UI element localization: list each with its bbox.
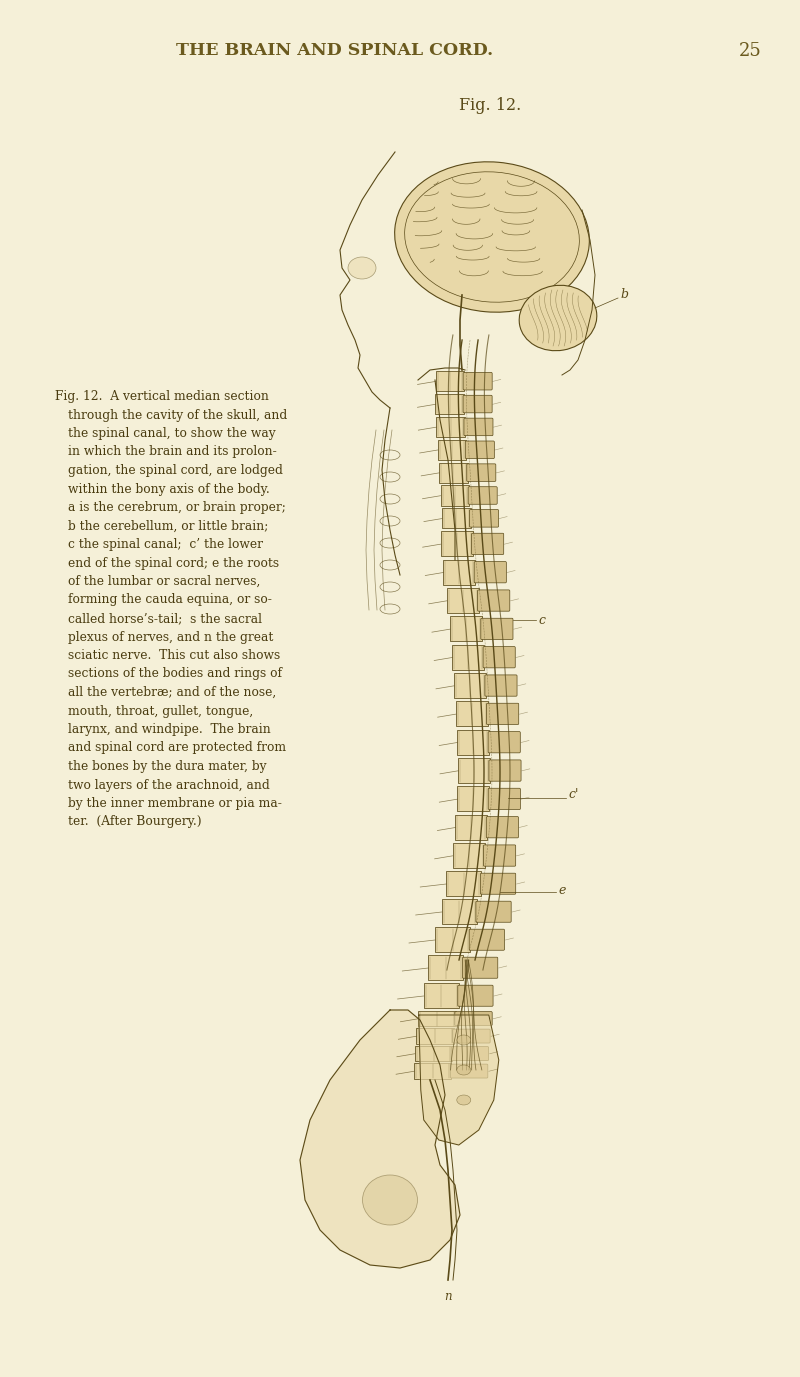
Text: c': c' bbox=[568, 789, 578, 801]
Bar bbox=[454, 673, 486, 698]
Text: sections of the bodies and rings of: sections of the bodies and rings of bbox=[68, 668, 282, 680]
Text: within the bony axis of the body.: within the bony axis of the body. bbox=[68, 482, 270, 496]
Text: in which the brain and its prolon-: in which the brain and its prolon- bbox=[68, 446, 277, 459]
Bar bbox=[423, 983, 458, 1008]
Text: the spinal canal, to show the way: the spinal canal, to show the way bbox=[68, 427, 276, 441]
Text: b the cerebellum, or little brain;: b the cerebellum, or little brain; bbox=[68, 519, 268, 533]
Text: ter.  (After Bourgery.): ter. (After Bourgery.) bbox=[68, 815, 202, 829]
Text: larynx, and windpipe.  The brain: larynx, and windpipe. The brain bbox=[68, 723, 270, 735]
Bar bbox=[438, 439, 466, 460]
Bar bbox=[428, 956, 463, 980]
FancyBboxPatch shape bbox=[451, 1047, 489, 1060]
Text: forming the cauda equina, or so-: forming the cauda equina, or so- bbox=[68, 593, 272, 606]
Bar bbox=[458, 730, 489, 755]
Text: c: c bbox=[538, 614, 545, 627]
FancyBboxPatch shape bbox=[466, 441, 494, 459]
FancyBboxPatch shape bbox=[474, 562, 506, 582]
Bar bbox=[415, 1047, 452, 1062]
Bar bbox=[439, 463, 468, 483]
Ellipse shape bbox=[457, 1064, 470, 1075]
Text: through the cavity of the skull, and: through the cavity of the skull, and bbox=[68, 409, 287, 421]
Text: of the lumbar or sacral nerves,: of the lumbar or sacral nerves, bbox=[68, 576, 260, 588]
FancyBboxPatch shape bbox=[483, 845, 516, 866]
Bar bbox=[414, 1063, 451, 1078]
Bar bbox=[442, 508, 470, 529]
Polygon shape bbox=[300, 1009, 460, 1268]
Bar bbox=[416, 1029, 454, 1044]
Bar bbox=[446, 872, 482, 896]
Text: Fig. 12.  A vertical median section: Fig. 12. A vertical median section bbox=[55, 390, 269, 403]
FancyBboxPatch shape bbox=[486, 704, 518, 724]
FancyBboxPatch shape bbox=[471, 533, 504, 555]
FancyBboxPatch shape bbox=[483, 647, 515, 668]
Bar bbox=[441, 486, 469, 505]
FancyBboxPatch shape bbox=[453, 1029, 490, 1042]
Bar bbox=[443, 559, 475, 585]
Ellipse shape bbox=[457, 1095, 470, 1104]
FancyBboxPatch shape bbox=[481, 873, 516, 894]
Bar bbox=[458, 759, 490, 784]
Text: by the inner membrane or pia ma-: by the inner membrane or pia ma- bbox=[68, 797, 282, 810]
FancyBboxPatch shape bbox=[470, 929, 505, 950]
Bar bbox=[453, 843, 485, 868]
Text: e: e bbox=[558, 884, 566, 896]
Bar bbox=[435, 394, 464, 414]
Bar bbox=[450, 617, 482, 642]
Bar bbox=[418, 1011, 456, 1026]
Bar bbox=[456, 701, 487, 726]
Text: gation, the spinal cord, are lodged: gation, the spinal cord, are lodged bbox=[68, 464, 283, 476]
Bar bbox=[452, 644, 484, 669]
Ellipse shape bbox=[457, 1036, 470, 1045]
Text: all the vertebræ; and of the nose,: all the vertebræ; and of the nose, bbox=[68, 686, 276, 700]
Bar bbox=[458, 786, 490, 811]
Bar bbox=[446, 588, 478, 613]
Text: plexus of nerves, and n the great: plexus of nerves, and n the great bbox=[68, 631, 274, 643]
FancyBboxPatch shape bbox=[486, 817, 518, 837]
Text: n: n bbox=[444, 1290, 452, 1303]
FancyBboxPatch shape bbox=[450, 1064, 488, 1078]
Text: mouth, throat, gullet, tongue,: mouth, throat, gullet, tongue, bbox=[68, 705, 254, 717]
FancyBboxPatch shape bbox=[466, 464, 496, 482]
FancyBboxPatch shape bbox=[463, 372, 492, 390]
Text: and spinal cord are protected from: and spinal cord are protected from bbox=[68, 741, 286, 755]
Text: sciatic nerve.  This cut also shows: sciatic nerve. This cut also shows bbox=[68, 649, 280, 662]
Text: a is the cerebrum, or brain proper;: a is the cerebrum, or brain proper; bbox=[68, 501, 286, 514]
FancyBboxPatch shape bbox=[481, 618, 513, 639]
Text: the bones by the dura mater, by: the bones by the dura mater, by bbox=[68, 760, 266, 772]
FancyBboxPatch shape bbox=[488, 731, 520, 753]
Ellipse shape bbox=[362, 1175, 418, 1226]
FancyBboxPatch shape bbox=[476, 901, 511, 923]
Text: c the spinal canal;  c’ the lower: c the spinal canal; c’ the lower bbox=[68, 538, 263, 551]
Bar bbox=[455, 815, 487, 840]
Text: end of the spinal cord; e the roots: end of the spinal cord; e the roots bbox=[68, 556, 279, 570]
FancyBboxPatch shape bbox=[462, 957, 498, 978]
FancyBboxPatch shape bbox=[488, 788, 520, 810]
Text: b: b bbox=[620, 289, 628, 302]
FancyBboxPatch shape bbox=[485, 675, 517, 697]
Text: two layers of the arachnoid, and: two layers of the arachnoid, and bbox=[68, 778, 270, 792]
Text: called horse’s-tail;  s the sacral: called horse’s-tail; s the sacral bbox=[68, 611, 262, 625]
FancyBboxPatch shape bbox=[458, 985, 493, 1007]
Bar bbox=[442, 899, 477, 924]
Ellipse shape bbox=[348, 257, 376, 280]
FancyBboxPatch shape bbox=[478, 589, 510, 611]
Bar bbox=[441, 532, 473, 556]
FancyBboxPatch shape bbox=[489, 760, 521, 781]
Text: THE BRAIN AND SPINAL CORD.: THE BRAIN AND SPINAL CORD. bbox=[177, 43, 494, 59]
Ellipse shape bbox=[519, 285, 597, 351]
Bar bbox=[435, 927, 470, 952]
Ellipse shape bbox=[394, 162, 590, 313]
Text: Fig. 12.: Fig. 12. bbox=[459, 96, 521, 114]
FancyBboxPatch shape bbox=[464, 419, 493, 435]
Bar bbox=[436, 417, 465, 437]
Polygon shape bbox=[418, 1015, 498, 1146]
FancyBboxPatch shape bbox=[470, 509, 498, 527]
FancyBboxPatch shape bbox=[463, 395, 492, 413]
FancyBboxPatch shape bbox=[468, 486, 497, 504]
Text: 25: 25 bbox=[739, 43, 762, 61]
FancyBboxPatch shape bbox=[455, 1012, 492, 1026]
Bar bbox=[435, 372, 464, 391]
